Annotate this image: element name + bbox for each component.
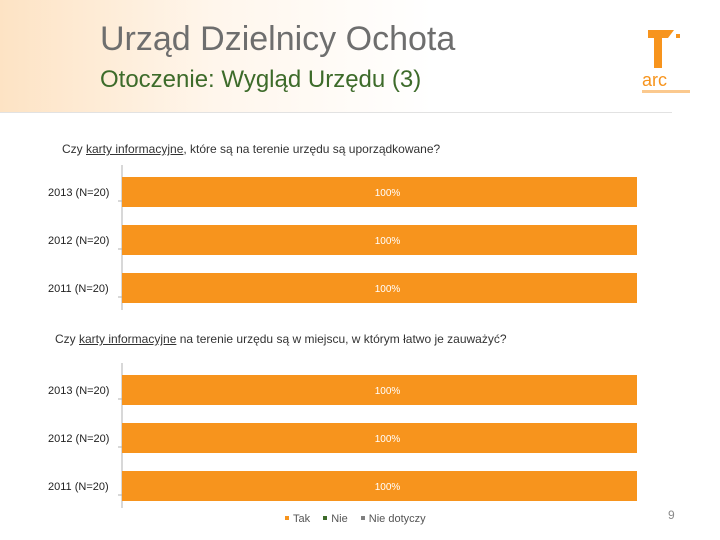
legend-swatch-tak (285, 516, 289, 521)
legend-label-nie-dotyczy: Nie dotyczy (368, 513, 426, 525)
chart-1-category-label: 2011 (N=20) (48, 283, 109, 295)
arc-logo-icon: arc (642, 30, 690, 93)
header-divider (0, 112, 672, 113)
legend-label-nie: Nie (331, 513, 348, 525)
chart-1-data-label: 100% (375, 236, 401, 247)
legend-label-tak: Tak (293, 513, 311, 525)
legend-item-nie: Nie (323, 513, 348, 525)
page-title: Urząd Dzielnicy Ochota (100, 20, 456, 58)
chart-1-bar-tak (122, 225, 637, 255)
chart-1-title: Czy karty informacyjne, które są na tere… (62, 142, 440, 156)
chart-2-category-label: 2012 (N=20) (48, 433, 109, 445)
chart-2-bar-tak (122, 471, 637, 501)
page-number: 9 (668, 508, 675, 522)
header-band (0, 0, 720, 112)
chart-1-category-label: 2012 (N=20) (48, 235, 109, 247)
chart-1-category-label: 2013 (N=20) (48, 187, 109, 199)
chart-1-bar-tak (122, 273, 637, 303)
chart-2-category-label: 2011 (N=20) (48, 481, 109, 493)
chart-2-data-label: 100% (375, 386, 401, 397)
chart-2-data-label: 100% (375, 482, 401, 493)
chart-1-data-label: 100% (375, 284, 401, 295)
legend-item-tak: Tak (285, 513, 310, 525)
legend-swatch-nie-dotyczy (360, 516, 365, 521)
chart-1-bar-tak (122, 177, 637, 207)
chart-2-data-label: 100% (375, 434, 401, 445)
chart-1-title-part-2: karty informacyjne (86, 142, 184, 156)
chart-1-title-part-1: Czy (62, 142, 86, 156)
chart-2-title-part-3: na terenie urzędu są w miejscu, w którym… (176, 332, 507, 346)
chart-1-title-part-3: , które są na terenie urzędu są uporządk… (183, 142, 441, 156)
chart-2-bar-tak (122, 375, 637, 405)
chart-1-data-label: 100% (375, 188, 401, 199)
page-subtitle: Otoczenie: Wygląd Urzędu (3) (100, 66, 422, 93)
legend-item-nie-dotyczy: Nie dotyczy (360, 513, 426, 525)
chart-2-title-part-2: karty informacyjne (79, 332, 177, 346)
chart-2-title-part-1: Czy (55, 332, 79, 346)
legend-swatch-nie (323, 516, 328, 521)
logo-text: arc (642, 70, 667, 90)
chart-2-bar-tak (122, 423, 637, 453)
chart-2-category-label: 2013 (N=20) (48, 385, 109, 397)
chart-2-title: Czy karty informacyjne na terenie urzędu… (55, 332, 507, 346)
chart-legend: Tak Nie Nie dotyczy (285, 513, 436, 525)
